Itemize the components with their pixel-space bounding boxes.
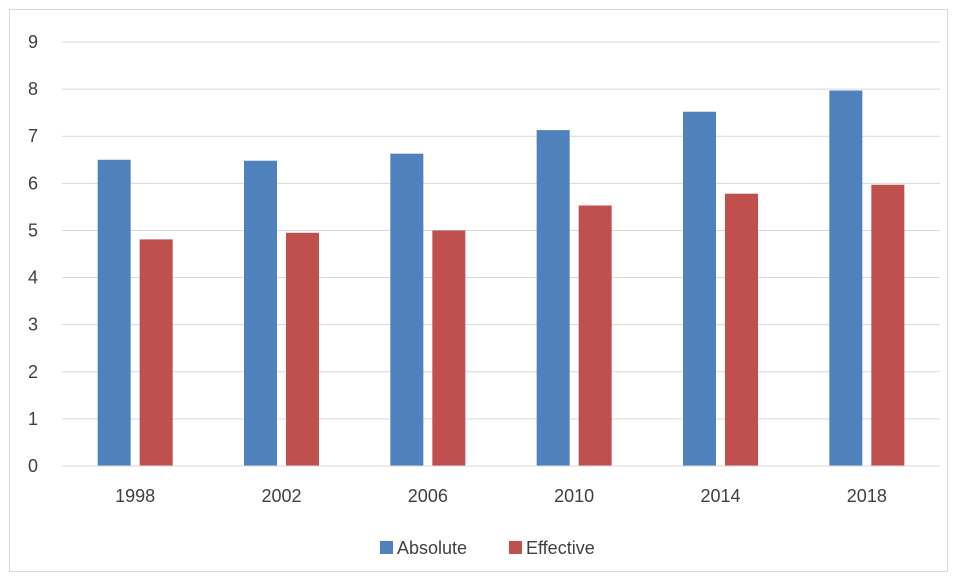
y-tick-label: 8 bbox=[28, 79, 38, 99]
legend-swatch-effective bbox=[509, 541, 522, 554]
x-tick-label: 2014 bbox=[700, 486, 740, 506]
bars bbox=[97, 90, 905, 467]
x-tick-label: 2010 bbox=[554, 486, 594, 506]
x-tick-label: 2002 bbox=[261, 486, 301, 506]
y-tick-label: 7 bbox=[28, 126, 38, 146]
y-tick-label: 3 bbox=[28, 315, 38, 335]
bar-absolute-2018 bbox=[829, 90, 863, 466]
axes: 0 1 2 3 4 5 6 7 8 9 1998 2002 2006 2010 2014 2018 bbox=[28, 32, 940, 506]
bar-effective-2006 bbox=[432, 230, 466, 466]
bar-absolute-1998 bbox=[97, 159, 131, 466]
y-tick-label: 1 bbox=[28, 409, 38, 429]
bar-effective-2014 bbox=[725, 193, 758, 466]
y-tick-label: 2 bbox=[28, 362, 38, 382]
bar-absolute-2010 bbox=[536, 130, 570, 466]
y-tick-label: 9 bbox=[28, 32, 38, 52]
legend-swatch-absolute bbox=[380, 541, 393, 554]
bar-effective-1998 bbox=[139, 239, 173, 466]
y-tick-label: 0 bbox=[28, 456, 38, 476]
legend-label-absolute: Absolute bbox=[397, 538, 467, 558]
bar-effective-2018 bbox=[871, 184, 905, 466]
bar-absolute-2014 bbox=[683, 111, 716, 467]
y-tick-label: 4 bbox=[28, 268, 38, 288]
bar-effective-2010 bbox=[578, 205, 612, 466]
y-tick-label: 6 bbox=[28, 173, 38, 193]
bar-absolute-2002 bbox=[244, 160, 277, 466]
legend: Absolute Effective bbox=[380, 538, 595, 558]
x-tick-label: 2018 bbox=[847, 486, 887, 506]
y-tick-label: 5 bbox=[28, 220, 38, 240]
gridlines bbox=[62, 41, 940, 420]
bar-absolute-2006 bbox=[390, 153, 424, 467]
bar-effective-2002 bbox=[286, 232, 319, 466]
x-tick-label: 2006 bbox=[408, 486, 448, 506]
legend-label-effective: Effective bbox=[526, 538, 595, 558]
x-tick-label: 1998 bbox=[115, 486, 155, 506]
